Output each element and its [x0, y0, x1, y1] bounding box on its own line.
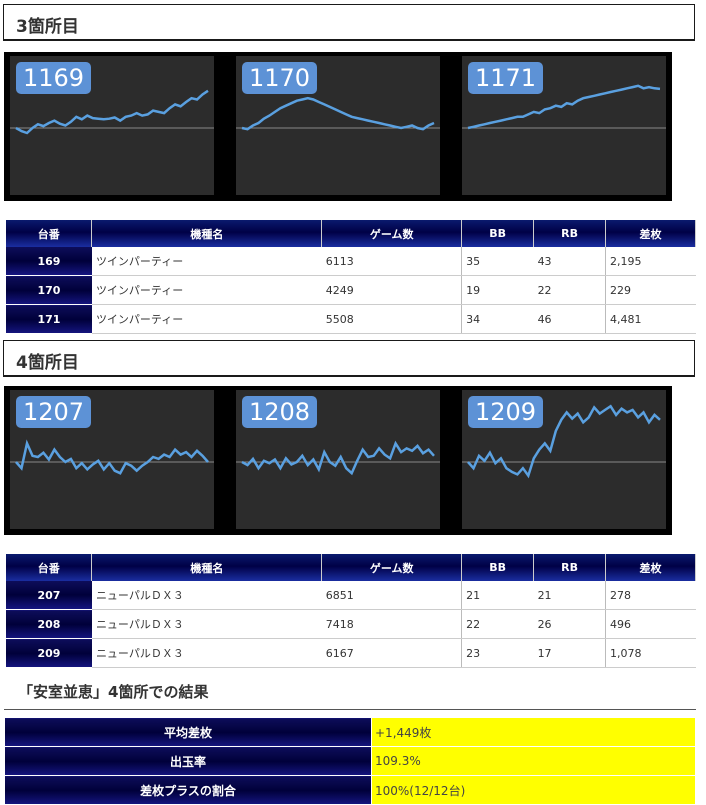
header-bb: BB — [461, 220, 535, 247]
rb-count: 43 — [533, 247, 606, 276]
graph-label: 1208 — [242, 396, 318, 428]
table-row: 207 ニューパルＤＸ３ 6851 21 21 278 — [6, 581, 696, 610]
machine-name: ニューパルＤＸ３ — [91, 581, 322, 610]
header-name: 機種名 — [91, 220, 323, 247]
graph-1208[interactable]: 1208 — [236, 390, 440, 529]
header-games: ゲーム数 — [321, 554, 463, 581]
result-row: 出玉率 109.3% — [4, 746, 696, 776]
table-row: 171 ツインパーティー 5508 34 46 4,481 — [6, 304, 696, 334]
result-label: 出玉率 — [4, 746, 372, 776]
result-value: 109.3% — [371, 746, 696, 776]
bb-count: 19 — [461, 275, 534, 305]
bb-count: 22 — [461, 609, 534, 639]
header-games: ゲーム数 — [321, 220, 463, 247]
graph-1209-chart — [462, 404, 666, 479]
bb-count: 21 — [461, 581, 534, 610]
header-diff: 差枚 — [605, 220, 696, 247]
machine-name: ツインパーティー — [91, 275, 322, 305]
result-value: +1,449枚 — [371, 717, 696, 747]
graph-panel-1: 1169 1170 1171 — [4, 52, 672, 201]
game-count: 6113 — [321, 247, 462, 276]
machine-name: ニューパルＤＸ３ — [91, 609, 322, 639]
rb-count: 17 — [533, 638, 606, 668]
graph-label: 1169 — [16, 62, 92, 94]
graph-1170[interactable]: 1170 — [236, 56, 440, 195]
machine-name: ツインパーティー — [91, 247, 322, 276]
header-diff: 差枚 — [605, 554, 696, 581]
graph-label: 1170 — [242, 62, 318, 94]
result-value: 100%(12/12台) — [371, 775, 696, 805]
result-table: 平均差枚 +1,449枚 出玉率 109.3% 差枚プラスの割合 100%(12… — [4, 717, 696, 805]
machine-table-1: 台番 機種名 ゲーム数 BB RB 差枚 169 ツインパーティー 6113 3… — [6, 220, 696, 334]
header-bb: BB — [461, 554, 535, 581]
rb-count: 46 — [533, 304, 606, 334]
coin-diff: 2,195 — [605, 247, 696, 276]
graph-1170-chart — [236, 96, 440, 131]
game-count: 6167 — [321, 638, 462, 668]
graph-1209[interactable]: 1209 — [462, 390, 666, 529]
result-label: 平均差枚 — [4, 717, 372, 747]
rb-count: 22 — [533, 275, 606, 305]
table-row: 169 ツインパーティー 6113 35 43 2,195 — [6, 247, 696, 276]
coin-diff: 278 — [605, 581, 696, 610]
machine-name: ツインパーティー — [91, 304, 322, 334]
rb-count: 26 — [533, 609, 606, 639]
result-row: 差枚プラスの割合 100%(12/12台) — [4, 775, 696, 805]
divider — [4, 709, 696, 710]
graph-label: 1171 — [468, 62, 544, 94]
graph-1169-chart — [10, 89, 214, 135]
header-num: 台番 — [6, 220, 93, 247]
section-title-1: 3箇所目 — [3, 4, 695, 41]
graph-label: 1209 — [468, 396, 544, 428]
coin-diff: 4,481 — [605, 304, 696, 334]
table-row: 170 ツインパーティー 4249 19 22 229 — [6, 275, 696, 305]
table-row: 208 ニューパルＤＸ３ 7418 22 26 496 — [6, 609, 696, 639]
bb-count: 34 — [461, 304, 534, 334]
machine-number: 208 — [6, 609, 92, 639]
graph-1208-chart — [236, 440, 440, 476]
section-title-text: 4箇所目 — [16, 353, 79, 373]
game-count: 4249 — [321, 275, 462, 305]
graph-panel-2: 1207 1208 1209 — [4, 386, 672, 535]
result-row: 平均差枚 +1,449枚 — [4, 717, 696, 747]
game-count: 7418 — [321, 609, 462, 639]
section-title-text: 3箇所目 — [16, 17, 79, 37]
machine-number: 209 — [6, 638, 92, 668]
machine-number: 171 — [6, 304, 92, 334]
game-count: 6851 — [321, 581, 462, 610]
coin-diff: 496 — [605, 609, 696, 639]
machine-table-2: 台番 機種名 ゲーム数 BB RB 差枚 207 ニューパルＤＸ３ 6851 2… — [6, 554, 696, 668]
machine-number: 170 — [6, 275, 92, 305]
machine-number: 207 — [6, 581, 92, 610]
graph-1171[interactable]: 1171 — [462, 56, 666, 195]
result-label: 差枚プラスの割合 — [4, 775, 372, 805]
game-count: 5508 — [321, 304, 462, 334]
section-title-2: 4箇所目 — [3, 340, 695, 377]
coin-diff: 229 — [605, 275, 696, 305]
graph-label: 1207 — [16, 396, 92, 428]
machine-number: 169 — [6, 247, 92, 276]
header-num: 台番 — [6, 554, 93, 581]
bb-count: 23 — [461, 638, 534, 668]
header-rb: RB — [533, 220, 606, 247]
header-name: 機種名 — [91, 554, 323, 581]
graph-1171-chart — [462, 84, 666, 130]
result-title: 「安室並恵」4箇所での結果 — [18, 683, 209, 701]
graph-1169[interactable]: 1169 — [10, 56, 214, 195]
bb-count: 35 — [461, 247, 534, 276]
table-row: 209 ニューパルＤＸ３ 6167 23 17 1,078 — [6, 638, 696, 668]
header-rb: RB — [533, 554, 606, 581]
graph-1207-chart — [10, 439, 214, 475]
graph-1207[interactable]: 1207 — [10, 390, 214, 529]
coin-diff: 1,078 — [605, 638, 696, 668]
rb-count: 21 — [533, 581, 606, 610]
machine-name: ニューパルＤＸ３ — [91, 638, 322, 668]
